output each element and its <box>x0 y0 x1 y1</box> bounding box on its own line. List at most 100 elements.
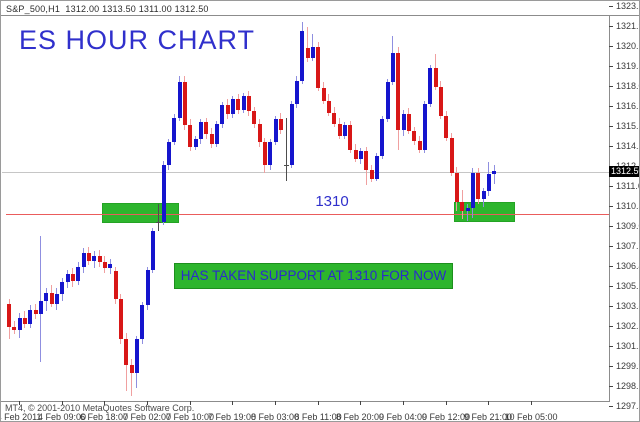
candle-body <box>7 303 11 327</box>
candle-body <box>390 52 395 83</box>
candle-body <box>150 231 155 270</box>
price-axis-tick <box>609 66 613 67</box>
price-axis-tick <box>609 306 613 307</box>
candle-body <box>225 105 230 115</box>
candle-body <box>97 255 102 263</box>
candle-body <box>129 365 134 373</box>
current-price-tag: 1312.50 <box>609 166 639 177</box>
candle-body <box>433 68 438 87</box>
candle-wick <box>467 203 469 221</box>
candle-body <box>460 202 465 212</box>
candle-body <box>470 172 475 209</box>
time-axis-label: 6 Feb 18:00 <box>79 412 129 422</box>
price-axis-label: 1318.05 <box>616 81 639 91</box>
time-axis-label: 7 Feb 10:00 <box>165 412 215 422</box>
candle-body <box>241 95 246 110</box>
support-zone-box-left[interactable] <box>102 203 179 223</box>
candle-body <box>166 142 171 166</box>
candle-body <box>54 294 59 304</box>
price-axis-tick <box>609 266 613 267</box>
price-axis-tick <box>609 106 613 107</box>
candle-wick <box>285 117 287 181</box>
support-zone-box-right[interactable] <box>454 202 515 222</box>
time-axis-label: 8 Feb 03:00 <box>250 412 300 422</box>
candle-body <box>230 99 235 115</box>
price-axis-tick <box>609 366 613 367</box>
candle-body <box>214 123 219 144</box>
time-axis[interactable]: 4 Feb 2011 4 Feb 09:00 6 Feb 18:00 7 Feb 02… <box>1 401 639 422</box>
candle-body <box>492 171 497 175</box>
candle-body <box>316 46 321 89</box>
candle-body <box>102 262 107 269</box>
price-axis-label: 1311.60 <box>616 181 639 191</box>
chart-frame-top <box>1 15 639 16</box>
candle-body <box>252 111 257 124</box>
price-axis-label: 1305.10 <box>616 281 639 291</box>
time-axis-label: 8 Feb 11:00 <box>294 412 342 422</box>
price-axis-label: 1303.80 <box>616 301 639 311</box>
candle-body <box>49 292 54 304</box>
time-axis-label: 9 Feb 04:00 <box>378 412 428 422</box>
candle-body <box>262 142 267 166</box>
support-level-label[interactable]: 1310 <box>315 193 349 210</box>
price-axis-label: 1314.20 <box>616 141 639 151</box>
time-axis-separator <box>1 401 609 402</box>
price-axis-separator <box>609 15 610 402</box>
candle-body <box>321 88 326 101</box>
current-price-line <box>2 172 609 173</box>
candle-body <box>65 274 70 283</box>
candle-body <box>145 269 150 306</box>
candle-body <box>182 82 187 126</box>
candle-body <box>406 114 411 132</box>
price-axis-label: 1320.65 <box>616 41 639 51</box>
time-axis-label: 7 Feb 02:00 <box>122 412 172 422</box>
price-axis-label: 1316.75 <box>616 101 639 111</box>
candle-body <box>177 82 182 118</box>
price-axis-tick <box>609 186 613 187</box>
price-axis-tick <box>609 26 613 27</box>
time-axis-label: 10 Feb 05:00 <box>504 412 558 422</box>
candle-body <box>108 263 113 269</box>
time-axis-label: 4 Feb 09:00 <box>37 412 87 422</box>
price-axis-label: 1310.30 <box>616 201 639 211</box>
copyright-text: MT4, © 2001-2010 MetaQuotes Software Cor… <box>5 403 195 413</box>
price-axis-label: 1315.50 <box>616 121 639 131</box>
price-axis-tick <box>609 286 613 287</box>
time-axis-tick <box>488 401 489 405</box>
candle-body <box>236 99 241 110</box>
candle-body <box>454 172 459 203</box>
price-axis-label: 1309.00 <box>616 221 639 231</box>
price-axis-tick <box>609 86 613 87</box>
candle-body <box>438 86 443 116</box>
candle-wick <box>40 235 42 363</box>
candle-body <box>134 339 139 373</box>
price-axis-tick <box>609 146 613 147</box>
candle-body <box>300 31 305 81</box>
price-axis-label: 1297.35 <box>616 401 639 411</box>
candle-wick <box>131 359 133 396</box>
candle-body <box>33 309 38 315</box>
candle-body <box>449 137 454 173</box>
candle-wick <box>157 203 159 232</box>
candle-body <box>76 266 81 281</box>
time-axis-tick <box>403 401 404 405</box>
price-axis[interactable]: 1323.25 1321.95 1320.65 1319.35 1318.05 1316.… <box>609 1 639 413</box>
candle-body <box>278 119 283 130</box>
price-axis-tick <box>609 46 613 47</box>
candle-body <box>193 139 198 147</box>
price-axis-tick <box>609 206 613 207</box>
support-callout-box[interactable]: HAS TAKEN SUPPORT AT 1310 FOR NOW <box>174 263 453 289</box>
candle-body <box>44 292 49 301</box>
price-axis-label: 1321.95 <box>616 21 639 31</box>
time-axis-tick <box>531 401 532 405</box>
candle-body <box>268 142 273 166</box>
candle-body <box>465 208 470 212</box>
price-axis-tick <box>609 246 613 247</box>
time-axis-tick <box>62 401 63 405</box>
support-trendline-1310[interactable] <box>6 214 609 215</box>
time-axis-tick <box>19 401 20 405</box>
candle-body <box>28 309 33 324</box>
candle-wick <box>307 26 309 63</box>
